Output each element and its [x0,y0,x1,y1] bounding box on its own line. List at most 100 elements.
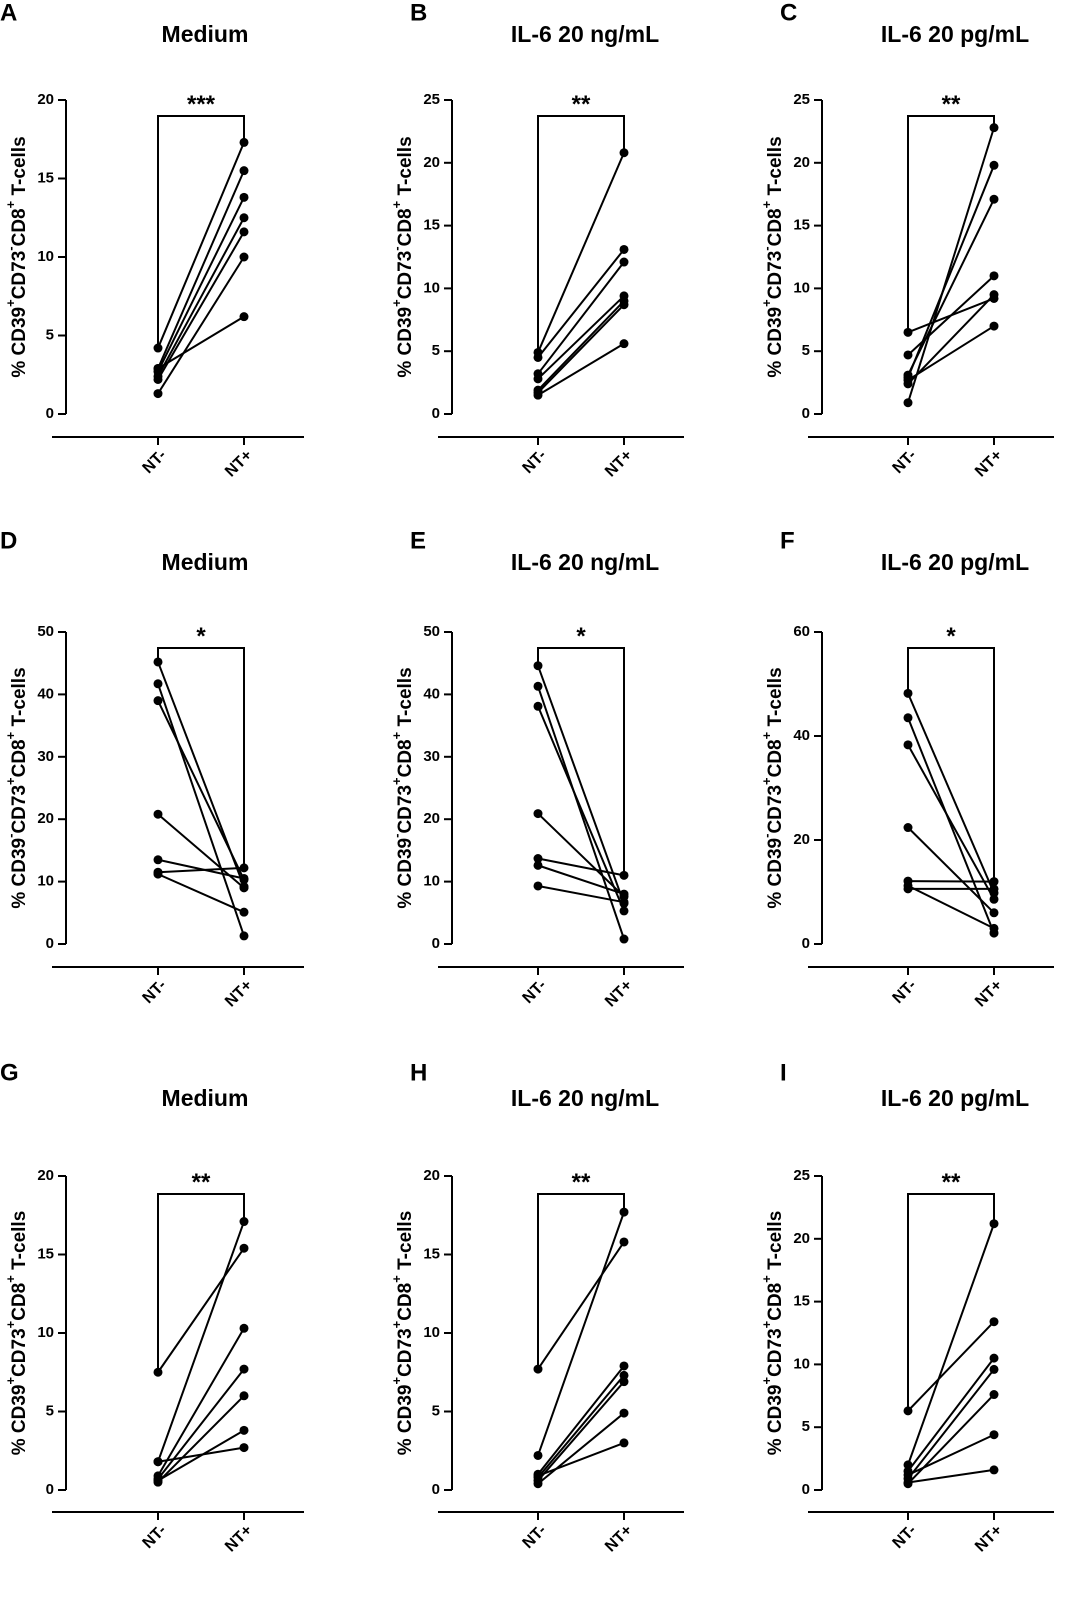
panel-title: IL-6 20 ng/mL [511,21,659,47]
significance-bracket [157,115,245,349]
data-point-nt-plus [619,1361,629,1371]
y-axis-label-part: T-cells [395,667,416,731]
panel-label: B [410,0,427,26]
y-axis-label-sup: + [759,1377,774,1385]
data-point-nt-plus [239,213,249,223]
y-tick-label: 10 [793,1355,810,1372]
series-line [537,884,625,904]
data-point-nt-plus [239,863,249,873]
y-tick-label: 60 [793,623,810,640]
x-tick-label-nt-plus: NT+ [972,1522,1006,1556]
y-axis-label-part: CD8 [765,739,786,777]
series-line [537,665,625,904]
panel-label: G [0,1059,19,1086]
data-point-nt-plus [619,1438,629,1448]
panel-title: IL-6 20 pg/mL [881,549,1029,575]
data-point-nt-minus [533,860,543,870]
data-point-nt-minus [533,881,543,891]
y-tick-label: 15 [423,1245,440,1262]
y-tick-label: 30 [423,748,440,765]
data-point-nt-plus [989,1353,999,1363]
significance-bracket [157,1193,245,1373]
series-line [907,692,995,894]
data-point-nt-plus [989,123,999,133]
data-point-nt-plus [989,321,999,331]
panel-title: IL-6 20 ng/mL [511,1085,659,1111]
y-tick-label: 20 [793,831,810,848]
series-line [157,142,245,349]
data-point-nt-minus [153,809,163,819]
y-tick-label: 40 [423,685,440,702]
x-tick-label-nt-minus: NT- [140,447,170,477]
panel-label: A [0,0,17,26]
data-point-nt-minus [153,374,163,384]
data-point-nt-minus [533,661,543,671]
panel-title: Medium [162,549,249,575]
y-tick-label: 20 [37,1167,54,1184]
y-axis-label-sup: + [389,1377,404,1385]
y-axis-label-sup: + [3,1377,18,1385]
x-tick-label-nt-plus: NT+ [222,447,256,481]
y-tick-label: 0 [432,405,440,422]
data-point-nt-plus [619,339,629,349]
y-tick-label: 5 [802,342,810,359]
data-point-nt-plus [239,1443,249,1453]
y-tick-label: 25 [423,91,440,108]
series-line [907,880,995,883]
y-tick-label: 15 [37,169,54,186]
data-point-nt-minus [533,701,543,711]
y-tick-label: 25 [793,1167,810,1184]
series-line [907,826,995,914]
significance-label: * [946,623,956,650]
y-tick-label: 5 [46,326,54,343]
data-point-nt-minus [153,1457,163,1467]
y-axis-label-part: T-cells [9,1211,30,1275]
y-tick-label: 0 [46,935,54,952]
y-tick-label: 20 [423,154,440,171]
data-point-nt-plus [619,897,629,907]
x-tick-label-nt-minus: NT- [520,447,550,477]
y-tick-label: 20 [793,154,810,171]
y-tick-label: 40 [37,685,54,702]
y-axis-label: % CD39-CD73+CD8+ T-cells [759,667,786,908]
y-tick-label: 20 [37,91,54,108]
x-tick-label-nt-minus: NT- [140,977,170,1007]
panel-title: IL-6 20 pg/mL [881,1085,1029,1111]
y-axis-label-part: CD73 [9,785,30,834]
y-axis-label-part: T-cells [765,667,786,731]
y-axis-label-sup: + [759,1275,774,1283]
data-point-nt-minus [153,657,163,667]
series-line [157,196,245,373]
y-axis-label-sup: - [759,246,774,250]
series-line [157,1221,245,1463]
significance-label: *** [187,91,216,118]
y-tick-label: 10 [37,248,54,265]
y-axis-label-sup: - [389,834,404,838]
y-tick-label: 5 [432,342,440,359]
series-line [537,342,625,397]
y-axis-label-sup: + [389,299,404,307]
series-line [537,1241,625,1370]
x-tick-label-nt-minus: NT- [520,977,550,1007]
data-point-nt-minus [153,343,163,353]
y-axis-label-part: T-cells [765,1211,786,1275]
y-axis-label-part: % CD39 [765,838,786,909]
y-axis-label-sup: + [3,777,18,785]
y-tick-label: 5 [432,1402,440,1419]
significance-label: * [196,623,206,650]
y-tick-label: 50 [423,623,440,640]
panel-label: E [410,527,426,554]
data-point-nt-plus [989,877,999,887]
y-tick-label: 15 [793,1293,810,1310]
data-point-nt-plus [619,244,629,254]
y-axis-label-sup: + [759,1320,774,1328]
data-point-nt-plus [619,1377,629,1387]
y-axis-label-part: % CD39 [9,307,30,378]
y-axis-label-sup: + [3,1275,18,1283]
x-tick-label-nt-minus: NT- [890,447,920,477]
